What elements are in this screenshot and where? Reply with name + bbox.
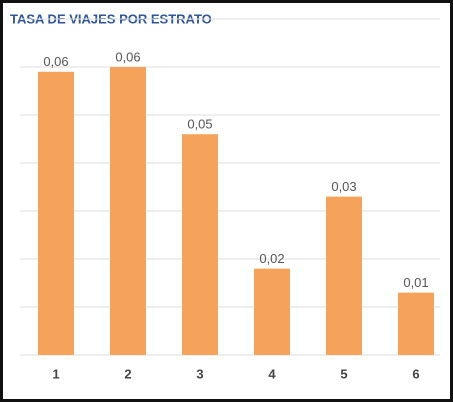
value-label: 0,06 (43, 54, 68, 69)
bar (182, 134, 218, 355)
bar (398, 292, 434, 355)
x-tick-label: 4 (268, 366, 276, 381)
x-tick-label: 1 (52, 366, 59, 381)
bar (254, 268, 290, 355)
x-tick-label: 6 (412, 366, 419, 381)
value-label: 0,03 (331, 179, 356, 194)
value-label: 0,06 (115, 49, 140, 64)
x-tick-label: 3 (196, 366, 203, 381)
x-tick-label: 2 (124, 366, 131, 381)
value-label: 0,05 (187, 117, 212, 132)
value-label: 0,01 (403, 275, 428, 290)
bar (110, 67, 146, 355)
bar (38, 71, 74, 356)
bar (326, 196, 362, 355)
value-label: 0,02 (259, 251, 284, 266)
x-tick-label: 5 (340, 366, 347, 381)
